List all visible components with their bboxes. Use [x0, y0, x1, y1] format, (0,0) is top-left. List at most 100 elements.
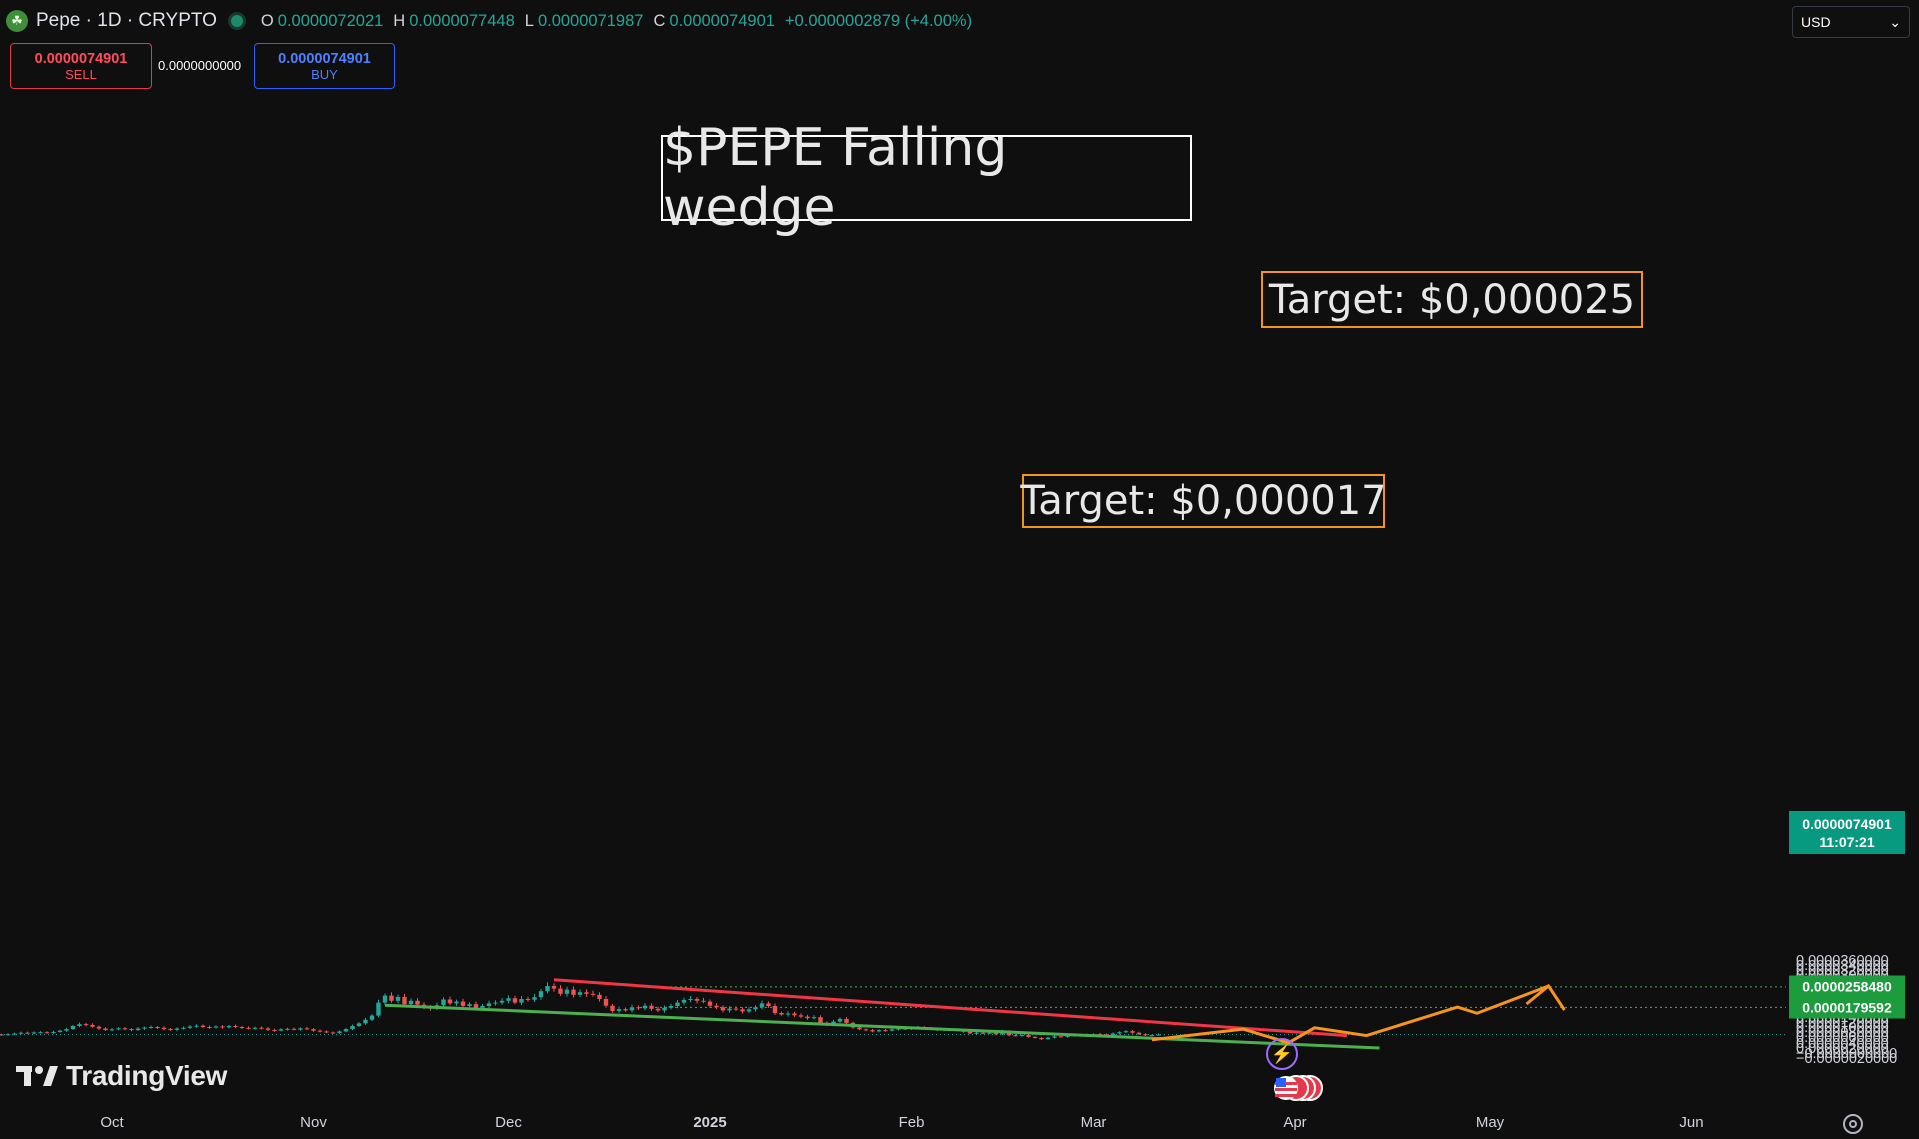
symbol-header: ☘ Pepe · 1D · CRYPTO O 0.0000072021 H 0.00… [6, 6, 978, 36]
candle-body [181, 1027, 186, 1029]
candle-body [662, 1007, 667, 1011]
candle-body [356, 1023, 362, 1026]
ohlc-low-value: 0.0000071987 [537, 11, 644, 30]
candle-body [753, 1007, 758, 1010]
candle-body [116, 1028, 121, 1030]
candle-body [967, 1031, 973, 1034]
candle-body [220, 1026, 225, 1028]
candle-body [844, 1018, 849, 1023]
candle-body [363, 1019, 368, 1024]
lightning-event-icon[interactable]: ⚡ [1266, 1038, 1298, 1070]
candle-body [272, 1029, 277, 1031]
candle-body [857, 1027, 862, 1030]
chevron-down-icon: ⌄ [1889, 13, 1901, 30]
y-tick-label: 0.0000020000 [1796, 1040, 1889, 1057]
candle-body [142, 1027, 147, 1029]
market-open-dot-icon [230, 15, 243, 27]
candle-body [460, 1001, 466, 1006]
candle-body [636, 1007, 641, 1009]
candle-body [1026, 1035, 1031, 1037]
y-tick-label: 0.0000040000 [1796, 1035, 1889, 1052]
candle-body [740, 1009, 745, 1012]
settings-gear-icon[interactable] [1843, 1114, 1863, 1134]
candle-body [987, 1032, 992, 1034]
candle-body [558, 988, 563, 994]
candle-body [720, 1007, 726, 1011]
candle-body [0, 1034, 4, 1036]
candle-body [974, 1032, 979, 1034]
candle-body [733, 1008, 739, 1010]
candle-body [493, 1002, 498, 1004]
candle-body [519, 998, 524, 1003]
currency-select[interactable]: USD ⌄ [1792, 6, 1910, 38]
candle-body [239, 1027, 245, 1029]
candle-body [896, 1028, 901, 1030]
candle-body [811, 1017, 817, 1019]
candle-body [187, 1026, 193, 1028]
candle-body [350, 1025, 355, 1030]
candle-body [226, 1025, 232, 1028]
candle-body [629, 1007, 635, 1011]
candle-body [564, 989, 570, 994]
ohlc-high-key: H [393, 11, 406, 30]
ohlc-values: O 0.0000072021 H 0.0000077448 L 0.000007198… [261, 12, 978, 31]
candle-body [402, 996, 407, 1005]
candle-body [486, 1003, 492, 1006]
y-tick-label: −0.0000020000 [1796, 1051, 1898, 1068]
candle-body [1058, 1036, 1064, 1038]
candle-body [415, 1000, 420, 1005]
target-label-2: Target: $0,000025 [1268, 276, 1636, 323]
candle-body [246, 1027, 251, 1029]
candle-body [103, 1028, 108, 1031]
symbol-title[interactable]: Pepe · 1D · CRYPTO [36, 10, 217, 31]
candle-body [551, 986, 557, 989]
sell-button[interactable]: 0.0000074901 SELL [10, 43, 152, 89]
candle-body [454, 1001, 459, 1004]
annotation-title-box[interactable]: $PEPE Falling wedge [661, 118, 1192, 238]
y-tick-label: 0.0000340000 [1796, 957, 1889, 974]
candle-body [38, 1032, 43, 1034]
spread-value: 0.0000000000 [158, 58, 242, 73]
candle-body [1032, 1036, 1038, 1038]
currency-value: USD [1801, 14, 1831, 30]
candle-body [77, 1024, 82, 1026]
x-tick-label: Dec [495, 1114, 522, 1131]
candle-body [174, 1028, 180, 1030]
candle-body [1136, 1032, 1142, 1035]
candle-body [369, 1015, 375, 1020]
buy-button[interactable]: 0.0000074901 BUY [254, 43, 395, 89]
candle-body [109, 1029, 115, 1031]
x-tick-label: Feb [898, 1114, 925, 1131]
candle-body [798, 1015, 804, 1017]
candle-body [304, 1028, 310, 1030]
candle-body [688, 998, 693, 1001]
candle-body [324, 1031, 329, 1033]
us-economic-events-icon[interactable] [1272, 1074, 1324, 1102]
candle-body [571, 989, 576, 995]
candle-body [194, 1025, 199, 1027]
candle-body [473, 1004, 479, 1008]
target-box-2[interactable]: Target: $0,000025 [1261, 271, 1643, 328]
candle-body [213, 1026, 219, 1028]
candle-body [545, 986, 550, 992]
target-label-1: Target: $0,000017 [1020, 478, 1387, 524]
ohlc-change-value: +0.0000002879 (+4.00%) [784, 11, 973, 30]
annotation-title: $PEPE Falling wedge [663, 118, 1008, 238]
candle-body [51, 1031, 56, 1033]
x-tick-label: Nov [300, 1114, 327, 1131]
projection-arrowhead [1525, 983, 1566, 1011]
tradingview-logo[interactable]: TradingView [16, 1060, 227, 1092]
candle-body [766, 1003, 771, 1006]
target-box-1[interactable]: Target: $0,000017 [1020, 474, 1387, 528]
candle-body [1065, 1035, 1070, 1037]
candle-body [584, 992, 589, 994]
candle-body [746, 1009, 752, 1012]
candle-body [382, 995, 388, 1003]
candle-body [818, 1017, 823, 1023]
candle-body [870, 1030, 875, 1032]
candle-body [701, 1000, 706, 1002]
candle-body [512, 998, 518, 1003]
candle-body [525, 998, 531, 1000]
candle-body [499, 1000, 505, 1003]
